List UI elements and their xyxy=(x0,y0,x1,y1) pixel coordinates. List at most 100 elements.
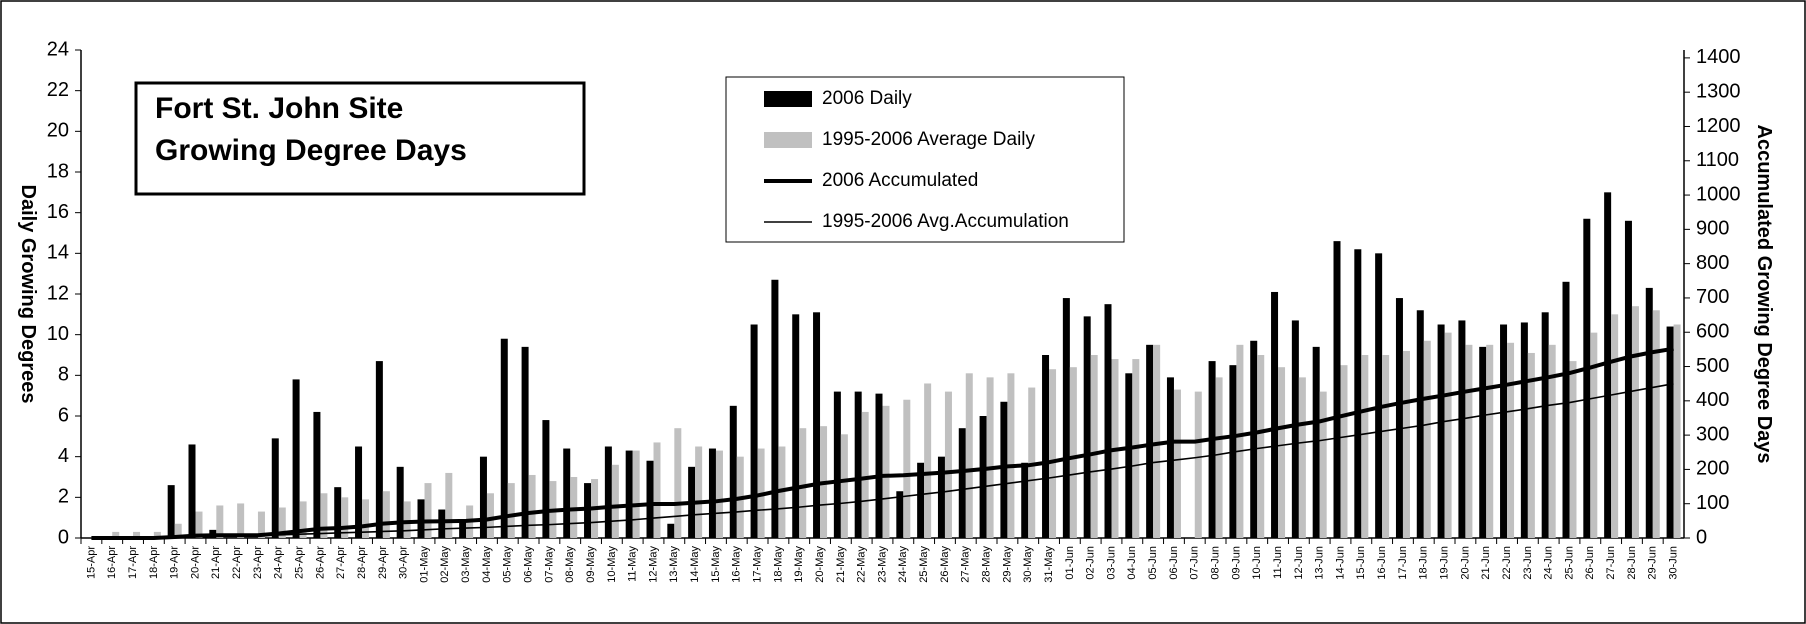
bar xyxy=(1090,355,1098,538)
line xyxy=(91,346,1674,540)
x-tick-label: 17-May xyxy=(751,546,763,583)
x-tick-label: 20-Jun xyxy=(1459,546,1471,580)
bar xyxy=(1479,346,1487,538)
legend-label: 2006 Accumulated xyxy=(822,170,978,191)
bar xyxy=(771,279,779,538)
y2-tick-label: 500 xyxy=(1696,355,1729,377)
x-tick-label: 08-Jun xyxy=(1209,546,1221,580)
x-tick-label: 02-May xyxy=(439,546,451,583)
bar xyxy=(403,501,411,538)
bar xyxy=(1083,316,1091,538)
bar xyxy=(1666,326,1674,538)
y-tick-label: 6 xyxy=(58,404,69,426)
x-tick-label: 13-Jun xyxy=(1314,546,1326,580)
x-tick-label: 30-May xyxy=(1022,546,1034,583)
bar xyxy=(965,373,973,538)
bar xyxy=(986,377,994,538)
bar xyxy=(1458,320,1466,538)
x-tick-label: 25-Jun xyxy=(1563,546,1575,580)
x-tick-label: 12-May xyxy=(647,546,659,583)
bar xyxy=(958,428,966,538)
bar xyxy=(937,456,945,538)
bar xyxy=(1236,344,1244,538)
x-tick-label: 29-Jun xyxy=(1647,546,1659,580)
bar xyxy=(1382,355,1390,538)
bar xyxy=(1444,332,1452,538)
x-tick-label: 15-May xyxy=(710,546,722,583)
bar xyxy=(528,474,536,538)
bar xyxy=(1611,314,1619,538)
bar xyxy=(1250,340,1258,538)
bar xyxy=(750,324,758,538)
chart-title: Growing Degree Days xyxy=(155,134,467,167)
bar xyxy=(153,531,161,538)
x-tick-label: 15-Jun xyxy=(1355,546,1367,580)
x-tick-label: 07-May xyxy=(543,546,555,583)
bar xyxy=(1194,391,1202,538)
x-tick-label: 21-Apr xyxy=(210,546,222,579)
bar xyxy=(1146,344,1154,538)
x-tick-label: 21-May xyxy=(835,546,847,583)
bar xyxy=(833,391,841,538)
bar xyxy=(1465,344,1473,538)
bar xyxy=(396,466,404,538)
y2-tick-label: 300 xyxy=(1696,423,1729,445)
x-tick-label: 28-Apr xyxy=(356,546,368,579)
x-tick-label: 28-Jun xyxy=(1626,546,1638,580)
x-tick-label: 30-Apr xyxy=(398,546,410,579)
bar xyxy=(278,507,286,538)
bar xyxy=(1541,312,1549,538)
bar xyxy=(1423,340,1431,538)
bar xyxy=(1000,401,1008,538)
bar xyxy=(486,493,494,538)
x-tick-label: 17-Apr xyxy=(127,546,139,579)
y-tick-label: 22 xyxy=(47,79,69,101)
bar xyxy=(438,509,446,538)
x-tick-label: 11-Jun xyxy=(1272,546,1284,579)
bar xyxy=(563,448,571,538)
x-tick-label: 25-Apr xyxy=(293,546,305,579)
bar xyxy=(1402,350,1410,538)
bar xyxy=(1624,220,1632,539)
bar xyxy=(708,448,716,538)
x-tick-label: 16-May xyxy=(731,546,743,583)
bar xyxy=(1569,361,1577,538)
bar xyxy=(840,434,848,538)
bar xyxy=(882,405,890,538)
bar xyxy=(257,511,265,538)
x-tick-label: 16-Apr xyxy=(106,546,118,579)
y2-tick-label: 600 xyxy=(1696,321,1729,343)
bar xyxy=(625,450,633,538)
x-tick-label: 14-May xyxy=(689,546,701,583)
x-tick-label: 10-Jun xyxy=(1251,546,1263,580)
y-tick-label: 10 xyxy=(47,323,69,345)
x-tick-label: 09-Jun xyxy=(1230,546,1242,580)
bar xyxy=(1631,306,1639,538)
y2-tick-label: 1100 xyxy=(1696,149,1739,171)
y-tick-label: 12 xyxy=(47,282,69,304)
bar xyxy=(1527,352,1535,538)
y-tick-label: 14 xyxy=(47,242,69,264)
x-tick-label: 20-May xyxy=(814,546,826,583)
bar xyxy=(792,314,800,538)
bar xyxy=(1604,192,1612,539)
bar xyxy=(1333,241,1341,538)
bar xyxy=(1215,377,1223,538)
y2-tick-label: 1300 xyxy=(1696,80,1741,102)
bar xyxy=(944,391,952,538)
y-tick-label: 8 xyxy=(58,364,69,386)
x-tick-label: 25-May xyxy=(918,546,930,583)
bar xyxy=(174,523,182,538)
y-tick-label: 20 xyxy=(47,120,69,142)
y2-tick-label: 800 xyxy=(1696,252,1729,274)
bar xyxy=(1652,310,1660,538)
bar xyxy=(521,346,529,538)
bar xyxy=(1173,389,1181,538)
x-tick-label: 01-May xyxy=(418,546,430,583)
x-tick-label: 24-May xyxy=(897,546,909,583)
bar xyxy=(1062,298,1070,538)
bar xyxy=(237,503,245,538)
x-tick-label: 05-May xyxy=(502,546,514,583)
y2-tick-label: 1400 xyxy=(1696,46,1741,68)
